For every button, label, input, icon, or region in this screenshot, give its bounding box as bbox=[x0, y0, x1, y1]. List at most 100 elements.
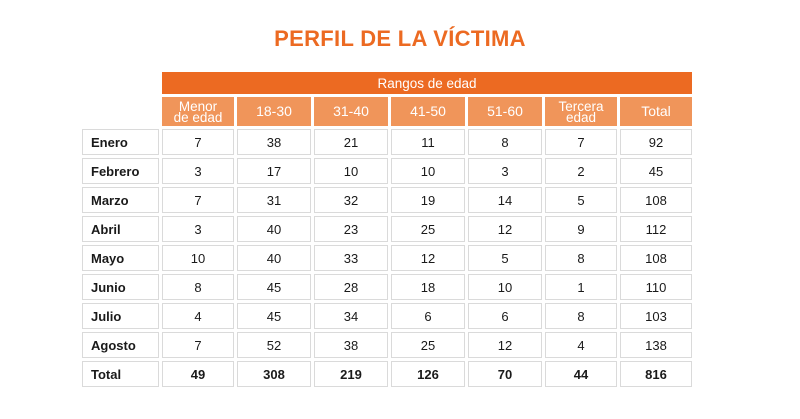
table-cell: 5 bbox=[545, 187, 617, 213]
table-cell: 5 bbox=[468, 245, 542, 271]
table-row: Julio 4 45 34 6 6 8 103 bbox=[82, 303, 692, 329]
row-label: Julio bbox=[82, 303, 159, 329]
table-cell: 45 bbox=[620, 158, 692, 184]
table-cell: 3 bbox=[468, 158, 542, 184]
table-cell: 126 bbox=[391, 361, 465, 387]
table-cell: 21 bbox=[314, 129, 388, 155]
row-label: Total bbox=[82, 361, 159, 387]
table-cell: 49 bbox=[162, 361, 234, 387]
column-header-line2: de edad bbox=[173, 109, 223, 125]
table-cell: 7 bbox=[162, 187, 234, 213]
column-header-line2: edad bbox=[565, 109, 597, 125]
row-label: Mayo bbox=[82, 245, 159, 271]
table-cell: 45 bbox=[237, 303, 311, 329]
victim-profile-table: Rangos de edad Menor de edad 18-30 31-40… bbox=[79, 69, 695, 390]
page-title: PERFIL DE LA VÍCTIMA bbox=[274, 26, 526, 51]
table-cell: 11 bbox=[391, 129, 465, 155]
table-cell: 2 bbox=[545, 158, 617, 184]
table-cell: 8 bbox=[468, 129, 542, 155]
table-cell: 38 bbox=[314, 332, 388, 358]
table-cell: 40 bbox=[237, 216, 311, 242]
age-range-group-header: Rangos de edad bbox=[162, 72, 692, 94]
table-cell: 110 bbox=[620, 274, 692, 300]
table-cell: 31 bbox=[237, 187, 311, 213]
table-cell: 4 bbox=[545, 332, 617, 358]
table-cell: 70 bbox=[468, 361, 542, 387]
table-cell: 12 bbox=[468, 332, 542, 358]
row-label: Abril bbox=[82, 216, 159, 242]
table-cell: 25 bbox=[391, 216, 465, 242]
table-cell: 8 bbox=[162, 274, 234, 300]
total-row: Total 49 308 219 126 70 44 816 bbox=[82, 361, 692, 387]
table-row: Enero 7 38 21 11 8 7 92 bbox=[82, 129, 692, 155]
table-cell: 18 bbox=[391, 274, 465, 300]
table-cell: 19 bbox=[391, 187, 465, 213]
table-cell: 8 bbox=[545, 303, 617, 329]
table-row: Febrero 3 17 10 10 3 2 45 bbox=[82, 158, 692, 184]
header-spacer bbox=[82, 72, 159, 94]
table-cell: 25 bbox=[391, 332, 465, 358]
column-header-51-60: 51-60 bbox=[468, 97, 542, 126]
column-header-41-50: 41-50 bbox=[391, 97, 465, 126]
column-header-tercera: Tercera edad bbox=[545, 97, 617, 126]
table-cell: 1 bbox=[545, 274, 617, 300]
group-header-row: Rangos de edad bbox=[82, 72, 692, 94]
table-cell: 108 bbox=[620, 245, 692, 271]
table-cell: 92 bbox=[620, 129, 692, 155]
table-cell: 32 bbox=[314, 187, 388, 213]
row-label: Marzo bbox=[82, 187, 159, 213]
row-label: Agosto bbox=[82, 332, 159, 358]
column-header-row: Menor de edad 18-30 31-40 41-50 51-60 Te… bbox=[82, 97, 692, 126]
table-cell: 7 bbox=[545, 129, 617, 155]
table-cell: 10 bbox=[468, 274, 542, 300]
table-cell: 7 bbox=[162, 332, 234, 358]
table-body: Enero 7 38 21 11 8 7 92 Febrero 3 17 10 10 3 2 45 Marzo 7… bbox=[82, 129, 692, 387]
column-header-line1: Tercera bbox=[558, 98, 604, 114]
table-cell: 45 bbox=[237, 274, 311, 300]
table-cell: 10 bbox=[391, 158, 465, 184]
table-cell: 14 bbox=[468, 187, 542, 213]
table-cell: 4 bbox=[162, 303, 234, 329]
table-cell: 108 bbox=[620, 187, 692, 213]
table-row: Junio 8 45 28 18 10 1 110 bbox=[82, 274, 692, 300]
column-header-line1: Menor bbox=[178, 98, 218, 114]
table-cell: 7 bbox=[162, 129, 234, 155]
table-cell: 52 bbox=[237, 332, 311, 358]
table-cell: 3 bbox=[162, 216, 234, 242]
table-cell: 6 bbox=[391, 303, 465, 329]
table-cell: 12 bbox=[391, 245, 465, 271]
row-label: Febrero bbox=[82, 158, 159, 184]
table-cell: 17 bbox=[237, 158, 311, 184]
table-row: Mayo 10 40 33 12 5 8 108 bbox=[82, 245, 692, 271]
table-cell: 10 bbox=[162, 245, 234, 271]
table-cell: 103 bbox=[620, 303, 692, 329]
table-cell: 816 bbox=[620, 361, 692, 387]
table-cell: 3 bbox=[162, 158, 234, 184]
table-cell: 28 bbox=[314, 274, 388, 300]
table-cell: 219 bbox=[314, 361, 388, 387]
table-cell: 23 bbox=[314, 216, 388, 242]
column-header-31-40: 31-40 bbox=[314, 97, 388, 126]
table-row: Agosto 7 52 38 25 12 4 138 bbox=[82, 332, 692, 358]
column-header-menor: Menor de edad bbox=[162, 97, 234, 126]
table-cell: 34 bbox=[314, 303, 388, 329]
table-cell: 112 bbox=[620, 216, 692, 242]
table-cell: 12 bbox=[468, 216, 542, 242]
table-cell: 38 bbox=[237, 129, 311, 155]
column-header-18-30: 18-30 bbox=[237, 97, 311, 126]
row-label: Enero bbox=[82, 129, 159, 155]
table-cell: 308 bbox=[237, 361, 311, 387]
table-cell: 33 bbox=[314, 245, 388, 271]
table-cell: 8 bbox=[545, 245, 617, 271]
column-header-total: Total bbox=[620, 97, 692, 126]
table-row: Abril 3 40 23 25 12 9 112 bbox=[82, 216, 692, 242]
table-cell: 6 bbox=[468, 303, 542, 329]
table-row: Marzo 7 31 32 19 14 5 108 bbox=[82, 187, 692, 213]
table-cell: 138 bbox=[620, 332, 692, 358]
table-cell: 44 bbox=[545, 361, 617, 387]
table-cell: 40 bbox=[237, 245, 311, 271]
table-cell: 10 bbox=[314, 158, 388, 184]
table-cell: 9 bbox=[545, 216, 617, 242]
row-label: Junio bbox=[82, 274, 159, 300]
header-spacer bbox=[82, 97, 159, 126]
